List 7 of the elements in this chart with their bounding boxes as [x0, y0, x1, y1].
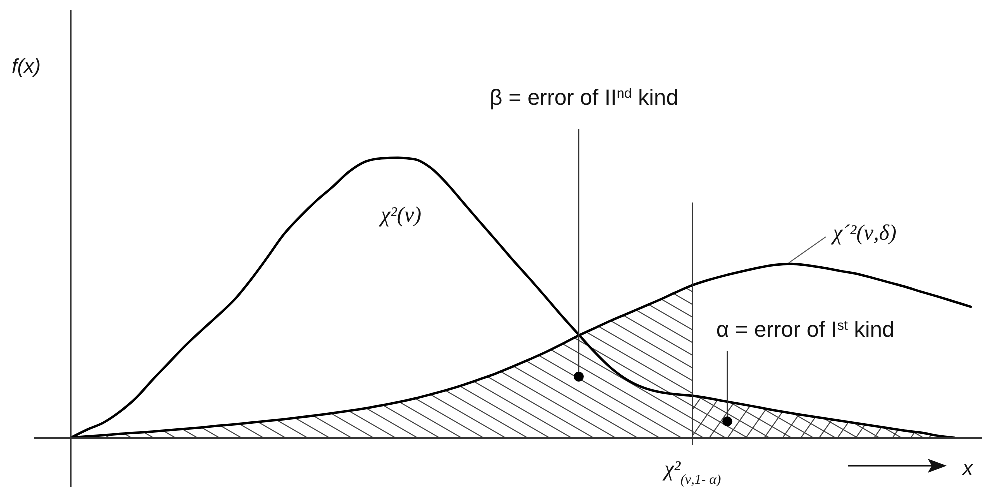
y-axis-title: f(x) — [12, 56, 41, 78]
text: χ²$_{(ν,1- α)}$ — [662, 456, 722, 486]
text: β = error of II$^{nd}$ kind — [490, 85, 679, 110]
series-label: χ²(ν) — [378, 202, 422, 227]
series-label: χ´²(ν,δ) — [831, 220, 897, 246]
x-axis-title: x — [962, 458, 974, 480]
annotation: α = error of I$^{st}$ kind — [716, 317, 895, 342]
